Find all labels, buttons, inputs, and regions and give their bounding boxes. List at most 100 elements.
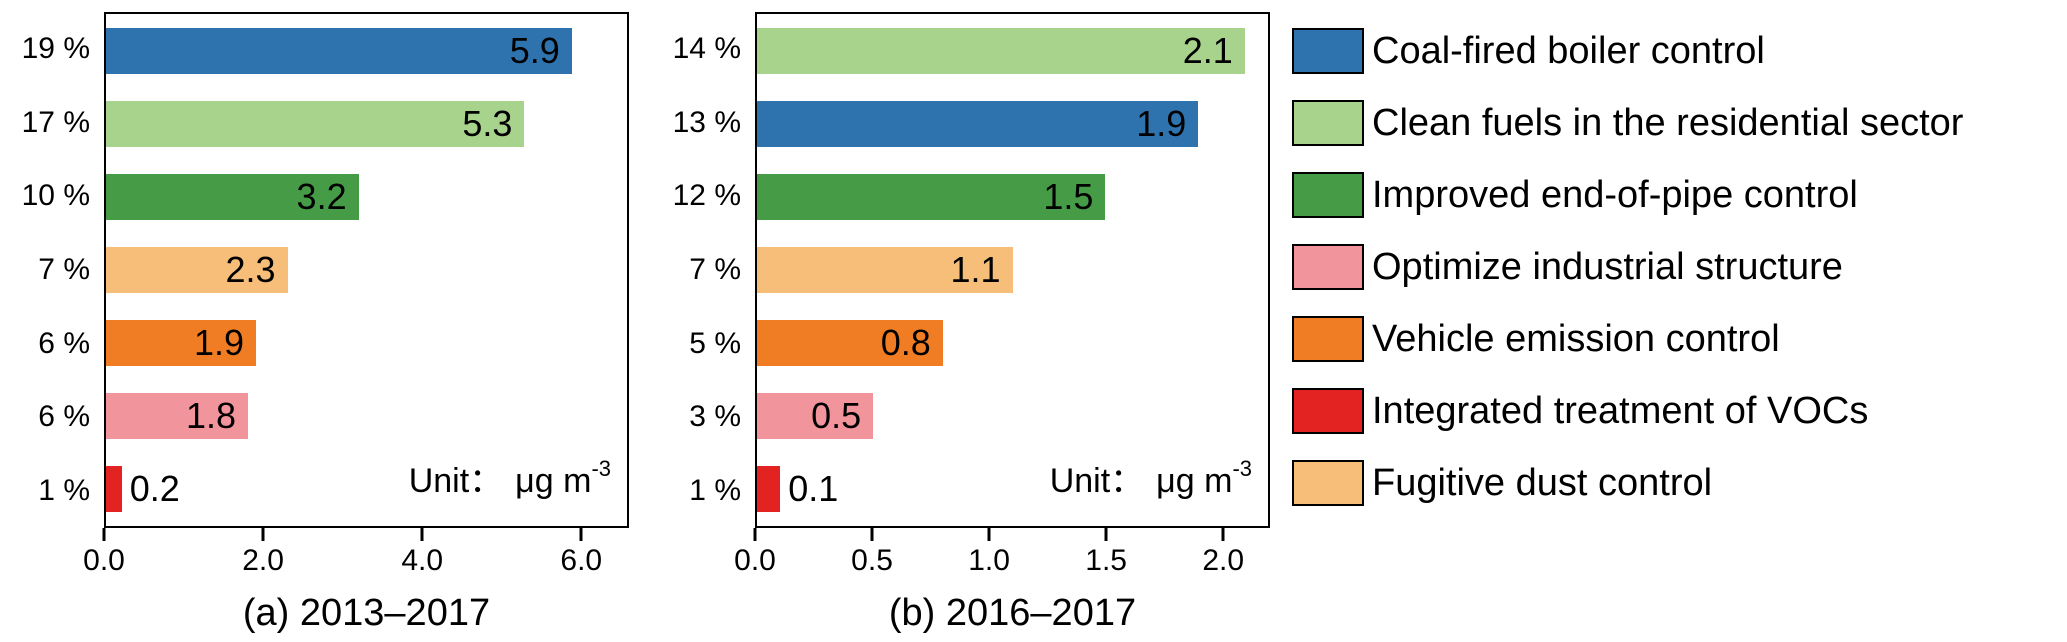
legend-label: Improved end-of-pipe control	[1372, 173, 1858, 216]
bar	[757, 466, 781, 513]
bar-row: 0.1	[757, 453, 1268, 526]
bar: 5.3	[106, 100, 525, 147]
bar-row: 1.9	[757, 87, 1268, 160]
legend-swatch	[1292, 388, 1364, 434]
percent-label: 10 %	[21, 179, 90, 213]
chart-panel-b: 14 % 13 % 12 % 7 % 5 % 3 % 1 % 2.1 1.9 1.5 1.1 0.8…	[669, 12, 1270, 635]
tick-label: 6.0	[560, 544, 603, 577]
legend-swatch	[1292, 316, 1364, 362]
bar-value-label: 1.1	[950, 248, 1001, 290]
tick-label: 2.0	[1202, 544, 1245, 577]
percent-label: 17 %	[21, 105, 90, 139]
tick-mark	[102, 528, 106, 541]
tick-mark	[987, 528, 991, 541]
bar-row: 1.1	[757, 233, 1268, 306]
bar-value-label: 0.8	[880, 322, 931, 364]
legend: Coal-fired boiler control Clean fuels in …	[1292, 12, 1963, 506]
bar-row: 1.9	[106, 307, 627, 380]
tick-mark	[870, 528, 874, 541]
bar: 5.9	[106, 27, 572, 74]
percent-label: 19 %	[21, 31, 90, 65]
tick-label: 0.0	[83, 544, 125, 577]
bar-value-label: 3.2	[296, 175, 347, 217]
panel-caption: (a) 2013–2017	[242, 592, 491, 634]
unit-label: Unit： μg m-3	[409, 453, 611, 502]
bar: 1.8	[106, 393, 249, 440]
percent-label: 3 %	[689, 400, 741, 434]
legend-item: Optimize industrial structure	[1292, 244, 1963, 290]
bar: 1.5	[757, 173, 1106, 220]
bar-row: 0.8	[757, 307, 1268, 380]
bar-value-label: 5.3	[462, 102, 513, 144]
bar-row: 0.2	[106, 453, 627, 526]
plot-area: 5.9 5.3 3.2 2.3 1.9 1.8 0.2 Unit： μg m-3	[104, 12, 629, 528]
tick-label: 0.0	[734, 544, 776, 577]
bar: 2.1	[757, 27, 1245, 74]
bar	[106, 466, 122, 513]
panel-caption: (b) 2016–2017	[888, 592, 1137, 634]
y-axis-labels: 19 % 17 % 10 % 7 % 6 % 6 % 1 %	[18, 12, 104, 528]
legend-swatch	[1292, 244, 1364, 290]
bar: 0.8	[757, 320, 943, 367]
plot-row: 19 % 17 % 10 % 7 % 6 % 6 % 1 % 5.9 5.3 3.2 2.3 1.9…	[18, 12, 629, 528]
percent-label: 6 %	[38, 400, 90, 434]
tick-label: 1.5	[1085, 544, 1127, 577]
y-axis-labels: 14 % 13 % 12 % 7 % 5 % 3 % 1 %	[669, 12, 755, 528]
bar-value-label: 2.1	[1182, 29, 1233, 71]
legend-label: Vehicle emission control	[1372, 317, 1780, 360]
bar-value-label: 0.2	[129, 468, 180, 510]
legend-label: Coal-fired boiler control	[1372, 29, 1765, 72]
bar: 1.9	[757, 100, 1199, 147]
legend-item: Integrated treatment of VOCs	[1292, 388, 1963, 434]
x-axis: 0.0 2.0 4.0 6.0	[83, 528, 629, 578]
bar-row: 2.3	[106, 233, 627, 306]
bar-row: 0.5	[757, 380, 1268, 453]
unit-exponent: -3	[1232, 455, 1252, 481]
bar-value-label: 0.1	[788, 468, 839, 510]
tick-label: 0.5	[851, 544, 893, 577]
percent-label: 13 %	[672, 105, 741, 139]
legend-label: Integrated treatment of VOCs	[1372, 389, 1869, 432]
bar: 1.1	[757, 246, 1013, 293]
percent-label: 1 %	[38, 474, 90, 508]
bar-value-label: 1.9	[1136, 102, 1187, 144]
bar-row: 1.5	[757, 160, 1268, 233]
unit-base: μg m	[515, 462, 592, 500]
legend-item: Clean fuels in the residential sector	[1292, 100, 1963, 146]
bar-value-label: 1.5	[1043, 175, 1094, 217]
tick-label: 1.0	[968, 544, 1010, 577]
chart-panel-a: 19 % 17 % 10 % 7 % 6 % 6 % 1 % 5.9 5.3 3.2 2.3 1.9…	[18, 12, 629, 635]
legend-swatch	[1292, 100, 1364, 146]
bar-row: 1.8	[106, 380, 627, 453]
bar-row: 5.3	[106, 87, 627, 160]
tick-label: 2.0	[242, 544, 284, 577]
percent-label: 1 %	[689, 474, 741, 508]
bar-row: 3.2	[106, 160, 627, 233]
unit-exponent: -3	[591, 455, 611, 481]
unit-base: μg m	[1156, 462, 1233, 500]
tick-mark	[753, 528, 757, 541]
bar: 2.3	[106, 246, 288, 293]
bar-value-label: 5.9	[509, 29, 560, 71]
tick-mark	[1221, 528, 1225, 541]
plot-row: 14 % 13 % 12 % 7 % 5 % 3 % 1 % 2.1 1.9 1.5 1.1 0.8…	[669, 12, 1270, 528]
legend-item: Improved end-of-pipe control	[1292, 172, 1963, 218]
percent-label: 7 %	[689, 253, 741, 287]
unit-prefix: Unit：	[1049, 462, 1145, 500]
percent-label: 14 %	[672, 31, 741, 65]
percent-label: 7 %	[38, 253, 90, 287]
tick-mark	[1104, 528, 1108, 541]
bar-value-label: 1.9	[193, 322, 244, 364]
tick-mark	[579, 528, 583, 541]
percent-label: 12 %	[672, 179, 741, 213]
legend-swatch	[1292, 28, 1364, 74]
legend-item: Coal-fired boiler control	[1292, 28, 1963, 74]
bar-row: 5.9	[106, 14, 627, 87]
x-axis: 0.0 0.5 1.0 1.5 2.0	[734, 528, 1270, 578]
bars: 5.9 5.3 3.2 2.3 1.9 1.8 0.2	[106, 14, 627, 526]
bar: 1.9	[106, 320, 256, 367]
bar-row: 2.1	[757, 14, 1268, 87]
percent-label: 5 %	[689, 326, 741, 360]
legend-label: Fugitive dust control	[1372, 461, 1713, 504]
